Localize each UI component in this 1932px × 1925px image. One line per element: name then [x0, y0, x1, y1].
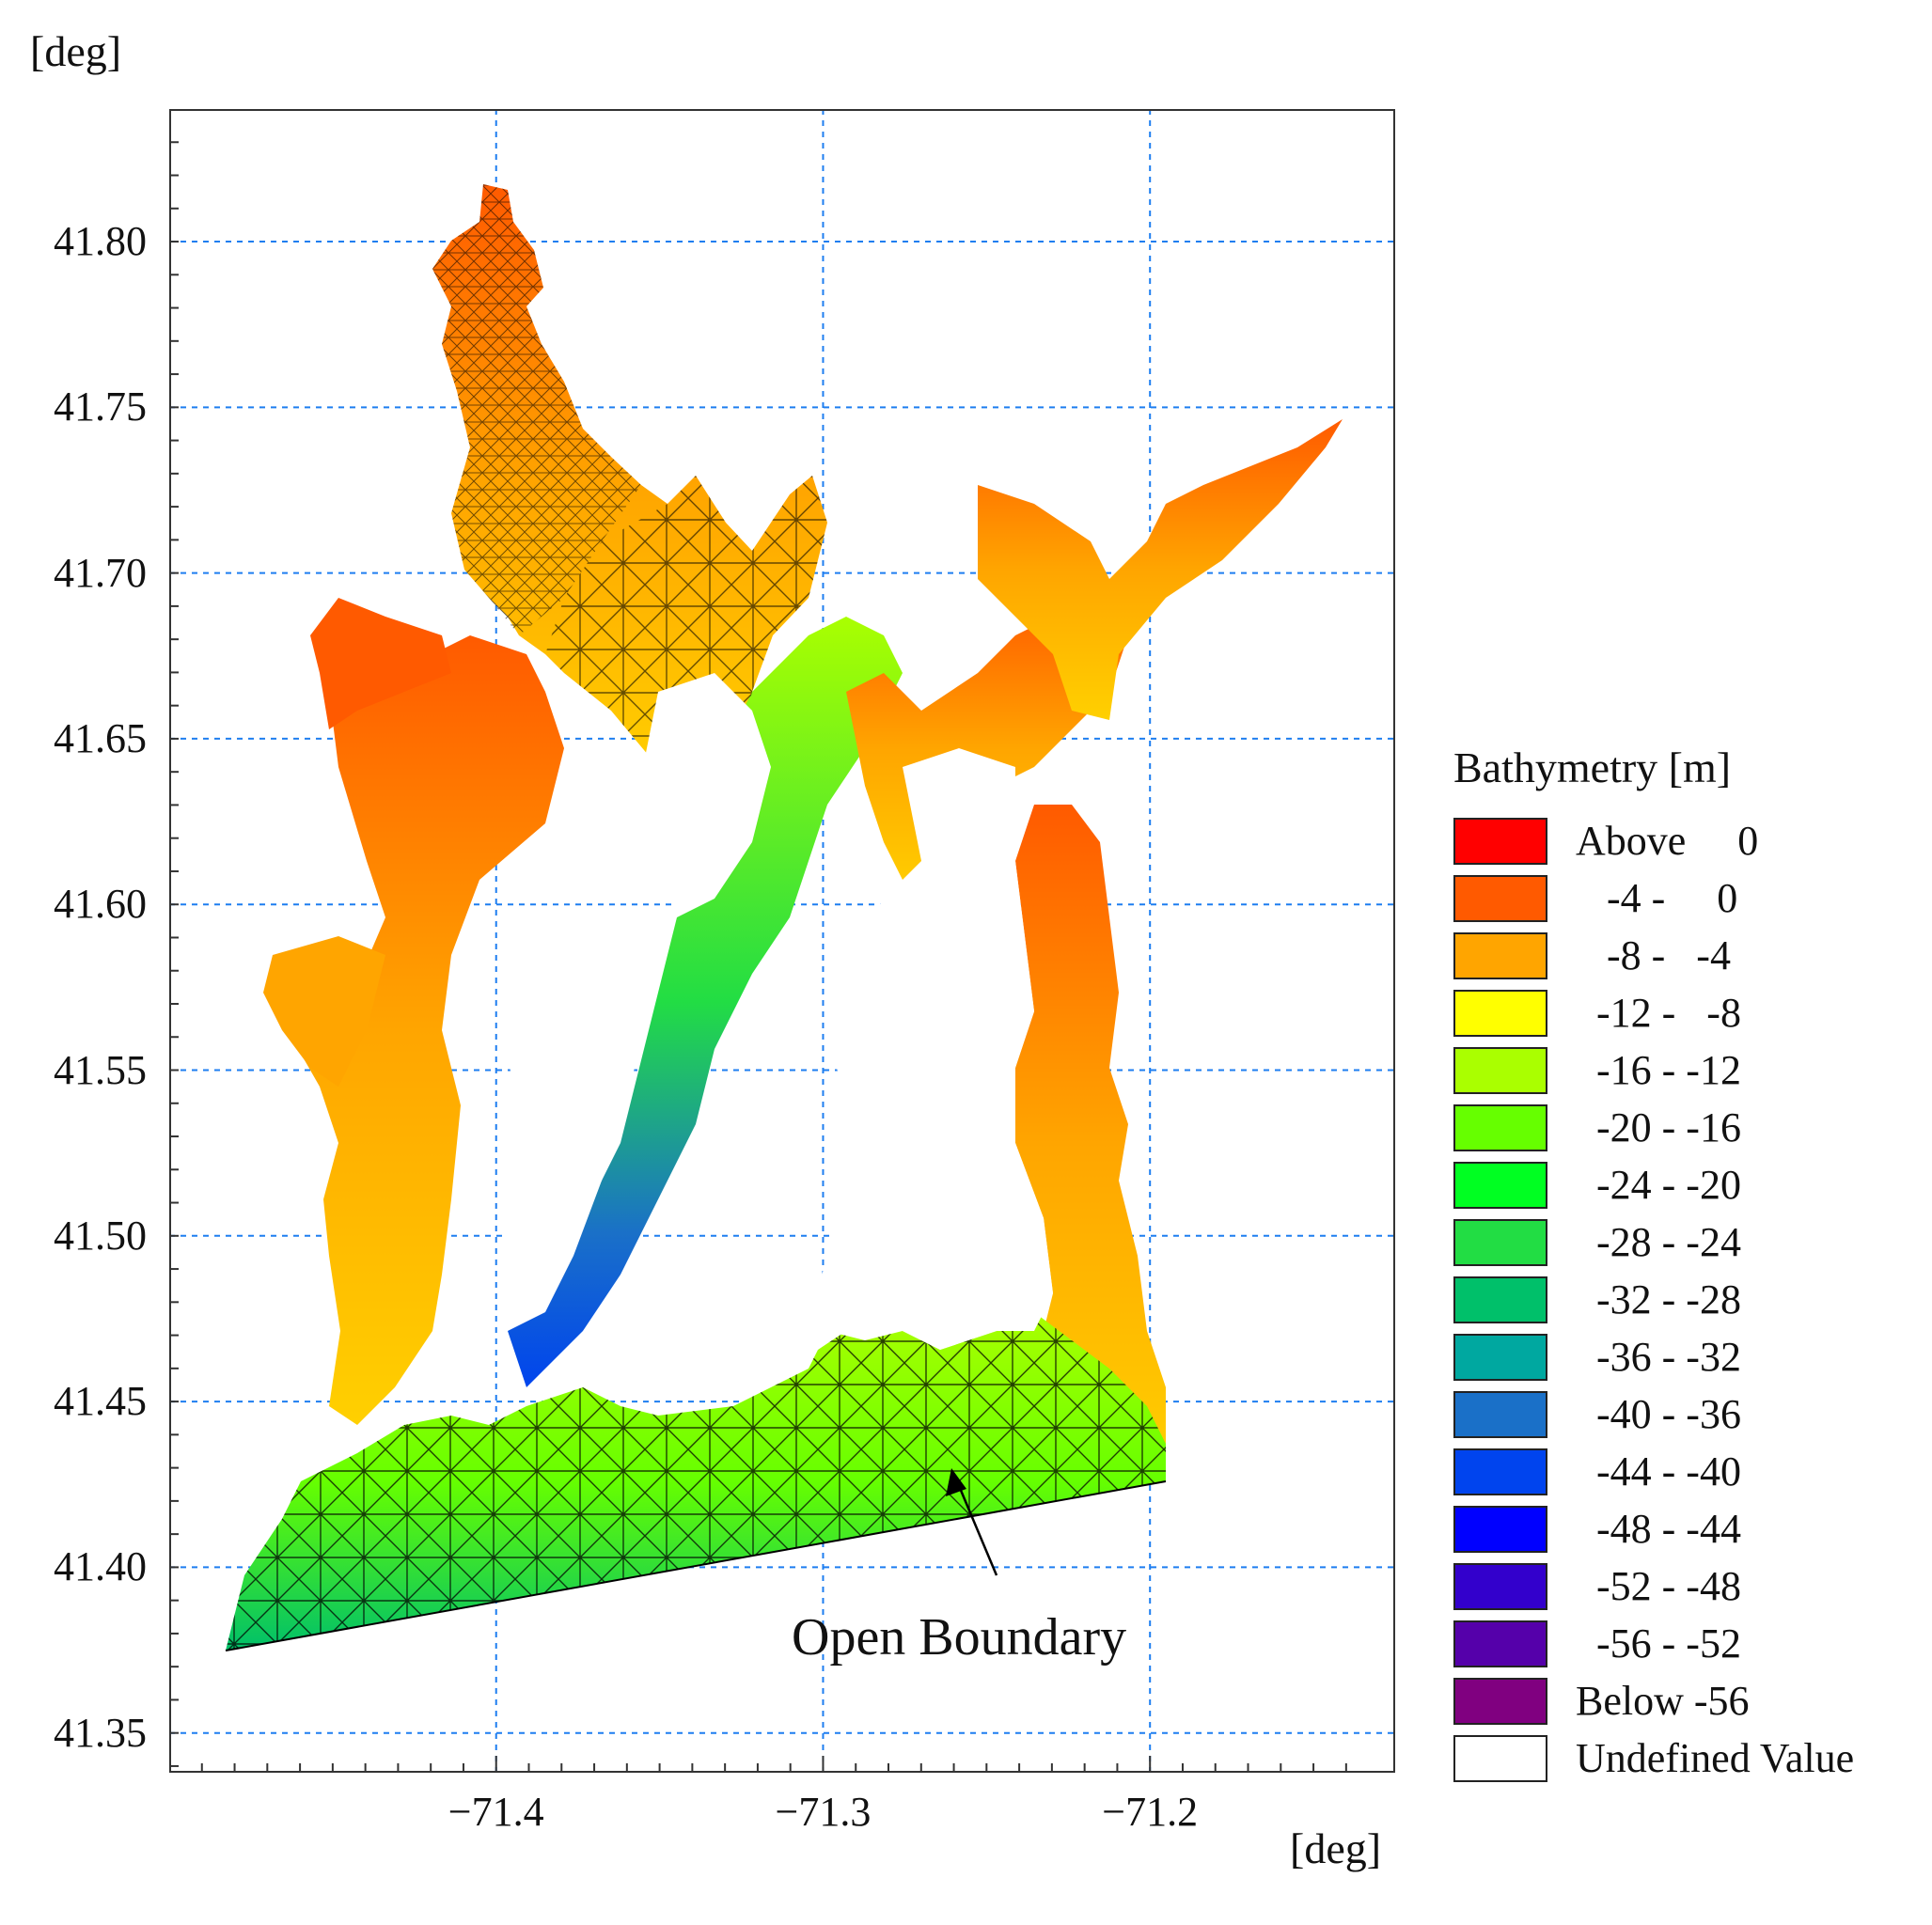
y-tick-label: 41.40 — [54, 1543, 147, 1590]
mount-hope-bay-region — [978, 419, 1343, 720]
axis-ticks — [169, 109, 1347, 1773]
legend-entry: -12 - -8 — [1453, 990, 1924, 1042]
y-tick-label: 41.45 — [54, 1378, 147, 1425]
y-tick-label: 41.70 — [54, 549, 147, 596]
annotation-arrow — [946, 1468, 998, 1576]
x-tick-label: −71.2 — [1102, 1789, 1199, 1835]
legend-label: -52 - -48 — [1576, 1563, 1741, 1609]
legend-label: Above 0 — [1576, 818, 1759, 864]
legend-entry: Above 0 — [1453, 818, 1924, 870]
west-passage-region — [282, 635, 564, 1425]
legend-label: -48 - -44 — [1576, 1506, 1741, 1552]
legend-entry: Undefined Value — [1453, 1735, 1924, 1788]
open-boundary-line — [225, 1480, 1167, 1651]
legend-entry: -24 - -20 — [1453, 1162, 1924, 1214]
legend-entry: -36 - -32 — [1453, 1334, 1924, 1386]
mesh-overlay-fine — [432, 184, 641, 635]
x-tick-label: −71.3 — [775, 1789, 872, 1835]
legend-swatch — [1453, 1219, 1547, 1266]
legend-swatch — [1453, 1047, 1547, 1094]
legend-swatch — [1453, 1448, 1547, 1495]
y-tick-label: 41.75 — [54, 383, 147, 430]
legend-title: Bathymetry [m] — [1453, 743, 1732, 791]
legend-swatch — [1453, 1678, 1547, 1725]
aquidneck-island — [809, 748, 1053, 1350]
legend-label: -20 - -16 — [1576, 1104, 1741, 1150]
y-tick-label: 41.35 — [54, 1709, 147, 1756]
legend-swatch — [1453, 990, 1547, 1037]
legend-label: -44 - -40 — [1576, 1448, 1741, 1495]
legend-label: -16 - -12 — [1576, 1047, 1741, 1093]
legend-label: -28 - -24 — [1576, 1219, 1741, 1265]
bathymetry-mesh — [225, 184, 1343, 1651]
y-tick-label: 41.60 — [54, 881, 147, 928]
mesh-overlay-coarse — [226, 1312, 1166, 1651]
legend-swatch — [1453, 1334, 1547, 1381]
legend-entry: -52 - -48 — [1453, 1563, 1924, 1616]
y-tick-label: 41.65 — [54, 714, 147, 761]
legend-entry: -40 - -36 — [1453, 1391, 1924, 1444]
legend-entry: -20 - -16 — [1453, 1104, 1924, 1157]
legend-swatch — [1453, 1620, 1547, 1667]
y-tick-label: 41.55 — [54, 1046, 147, 1093]
legend-swatch — [1453, 1162, 1547, 1209]
legend-swatch — [1453, 1276, 1547, 1323]
legend-swatch — [1453, 932, 1547, 979]
legend-swatch — [1453, 1735, 1547, 1782]
west-shore-region — [263, 936, 385, 1087]
x-tick-label: −71.4 — [448, 1789, 544, 1835]
legend-entry: -48 - -44 — [1453, 1506, 1924, 1558]
legend-label: -40 - -36 — [1576, 1391, 1741, 1437]
legend-label: -24 - -20 — [1576, 1162, 1741, 1208]
legend-entry: -28 - -24 — [1453, 1219, 1924, 1272]
legend-entry: -8 - -4 — [1453, 932, 1924, 985]
y-tick-label: 41.50 — [54, 1212, 147, 1259]
legend-entry: -56 - -52 — [1453, 1620, 1924, 1673]
map-plot-area — [169, 109, 1395, 1773]
legend-entry: -16 - -12 — [1453, 1047, 1924, 1100]
prudence-island — [639, 673, 771, 917]
y-axis-unit: [deg] — [30, 27, 122, 75]
legend-label: -56 - -52 — [1576, 1620, 1741, 1667]
mesh-overlay-mid — [545, 476, 827, 786]
legend-swatch — [1453, 875, 1547, 922]
legend-label: -32 - -28 — [1576, 1276, 1741, 1322]
legend-swatch — [1453, 1506, 1547, 1553]
legend-entry: -4 - 0 — [1453, 875, 1924, 928]
legend-entry: -32 - -28 — [1453, 1276, 1924, 1329]
y-tick-label: 41.80 — [54, 218, 147, 265]
mid-channel-region — [508, 617, 903, 1387]
legend-entry: Below -56 — [1453, 1678, 1924, 1730]
legend-swatch — [1453, 1563, 1547, 1610]
open-boundary-label: Open Boundary — [792, 1608, 1127, 1667]
legend-label: -4 - 0 — [1576, 875, 1738, 921]
plot-frame — [169, 109, 1395, 1773]
west-arm-region — [310, 598, 451, 729]
legend-swatch — [1453, 818, 1547, 865]
legend-entry: -44 - -40 — [1453, 1448, 1924, 1501]
legend-swatch — [1453, 1391, 1547, 1438]
legend-label: -36 - -32 — [1576, 1334, 1741, 1380]
legend-label: Below -56 — [1576, 1678, 1750, 1724]
legend-swatch — [1453, 1104, 1547, 1151]
conanicut-island — [498, 936, 639, 1331]
legend-label: -12 - -8 — [1576, 990, 1741, 1036]
legend-label: Undefined Value — [1576, 1735, 1855, 1781]
sakonnet-river-region — [1015, 805, 1166, 1481]
x-axis-unit: [deg] — [1290, 1824, 1382, 1872]
legend-label: -8 - -4 — [1576, 932, 1731, 978]
